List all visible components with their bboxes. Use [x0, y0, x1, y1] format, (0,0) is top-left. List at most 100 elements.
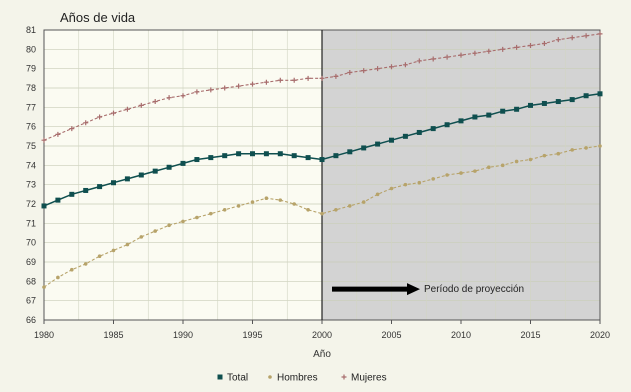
- data-point-total: [569, 97, 575, 103]
- y-tick-label: 77: [26, 102, 36, 112]
- data-point-mujeres: [41, 137, 47, 143]
- data-point-total: [152, 168, 158, 174]
- data-point-hombres: [236, 204, 241, 208]
- projection-label: Período de proyección: [424, 284, 524, 295]
- data-point-hombres: [348, 204, 352, 208]
- data-point-hombres: [473, 169, 477, 173]
- data-point-total: [416, 129, 422, 135]
- data-point-hombres: [42, 285, 46, 289]
- data-point-mujeres: [291, 77, 297, 83]
- data-point-mujeres: [597, 31, 603, 37]
- data-point-total: [583, 93, 589, 99]
- data-point-hombres: [514, 159, 519, 164]
- data-point-hombres: [83, 262, 88, 266]
- data-point-total: [277, 151, 283, 157]
- x-tick-label: 2015: [520, 330, 540, 340]
- data-point-total: [41, 203, 47, 209]
- legend-marker-mujeres: [341, 374, 347, 380]
- data-point-hombres: [556, 151, 561, 156]
- data-point-mujeres: [402, 62, 408, 68]
- data-point-total: [555, 99, 561, 105]
- data-point-mujeres: [69, 126, 75, 132]
- projection-arrow-head: [407, 283, 420, 296]
- data-point-total: [375, 141, 381, 147]
- y-tick-label: 81: [26, 25, 36, 35]
- data-point-mujeres: [416, 58, 422, 64]
- x-tick-label: 1980: [34, 330, 54, 340]
- y-tick-label: 70: [26, 238, 36, 248]
- legend-label: Hombres: [277, 373, 318, 384]
- data-point-mujeres: [430, 56, 436, 62]
- data-point-total: [444, 122, 450, 128]
- series-hombres: [42, 144, 602, 289]
- y-tick-label: 73: [26, 180, 36, 190]
- legend-label: Total: [227, 373, 248, 384]
- data-point-total: [263, 151, 269, 157]
- y-tick-label: 74: [26, 160, 36, 170]
- legend: Total Hombres Mujeres: [217, 373, 387, 384]
- data-point-mujeres: [555, 37, 561, 43]
- x-tick-label: 2000: [312, 330, 332, 340]
- data-point-mujeres: [263, 79, 269, 85]
- data-point-total: [291, 153, 297, 159]
- data-point-hombres: [153, 229, 157, 233]
- y-tick-label: 72: [26, 199, 36, 209]
- y-tick-label: 78: [26, 83, 36, 93]
- data-point-hombres: [139, 235, 144, 239]
- data-point-hombres: [570, 148, 574, 152]
- y-tick-label: 68: [26, 276, 36, 286]
- chart-title: Años de vida: [60, 10, 136, 25]
- data-point-total: [500, 108, 506, 114]
- data-point-hombres: [181, 219, 185, 224]
- data-point-mujeres: [236, 83, 242, 89]
- data-point-mujeres: [500, 46, 506, 52]
- y-tick-label: 67: [26, 296, 36, 306]
- series-line-hombres: [43, 145, 601, 288]
- data-point-mujeres: [375, 66, 381, 72]
- data-point-hombres: [125, 242, 130, 247]
- data-point-total: [333, 153, 339, 159]
- data-point-hombres: [250, 200, 255, 204]
- x-tick-label: 1990: [173, 330, 193, 340]
- legend-label: Mujeres: [351, 373, 387, 384]
- data-point-total: [166, 164, 172, 170]
- legend-marker-hombres: [268, 375, 272, 379]
- data-point-mujeres: [83, 120, 89, 126]
- data-point-total: [194, 157, 200, 163]
- y-tick-label: 75: [26, 141, 36, 151]
- y-tick-label: 66: [26, 315, 36, 325]
- data-point-total: [305, 155, 311, 161]
- data-point-mujeres: [472, 50, 478, 56]
- data-point-hombres: [417, 180, 422, 185]
- data-point-mujeres: [138, 102, 144, 108]
- data-point-mujeres: [486, 48, 492, 54]
- data-point-total: [69, 191, 75, 197]
- data-point-mujeres: [361, 68, 367, 74]
- data-point-total: [124, 176, 130, 182]
- y-tick-label: 76: [26, 122, 36, 132]
- data-point-hombres: [500, 163, 505, 168]
- data-point-hombres: [334, 208, 338, 212]
- data-point-mujeres: [305, 75, 311, 81]
- data-point-hombres: [542, 153, 547, 158]
- data-point-mujeres: [528, 42, 533, 48]
- data-point-total: [458, 118, 464, 124]
- x-tick-label: 2020: [590, 330, 610, 340]
- data-point-total: [361, 145, 367, 151]
- x-tick-label: 1985: [103, 330, 123, 340]
- data-point-mujeres: [180, 93, 186, 99]
- x-axis-label: Año: [313, 349, 331, 360]
- data-point-hombres: [292, 202, 297, 206]
- data-point-mujeres: [222, 85, 228, 91]
- data-point-mujeres: [111, 110, 116, 116]
- data-point-hombres: [361, 200, 366, 204]
- data-point-mujeres: [208, 87, 214, 93]
- series-mujeres: [41, 31, 603, 143]
- data-point-mujeres: [277, 77, 283, 83]
- data-point-hombres: [403, 182, 408, 187]
- data-point-hombres: [56, 275, 60, 280]
- data-point-mujeres: [583, 33, 589, 39]
- data-point-hombres: [97, 254, 102, 258]
- data-point-mujeres: [55, 131, 61, 137]
- data-point-hombres: [222, 208, 227, 212]
